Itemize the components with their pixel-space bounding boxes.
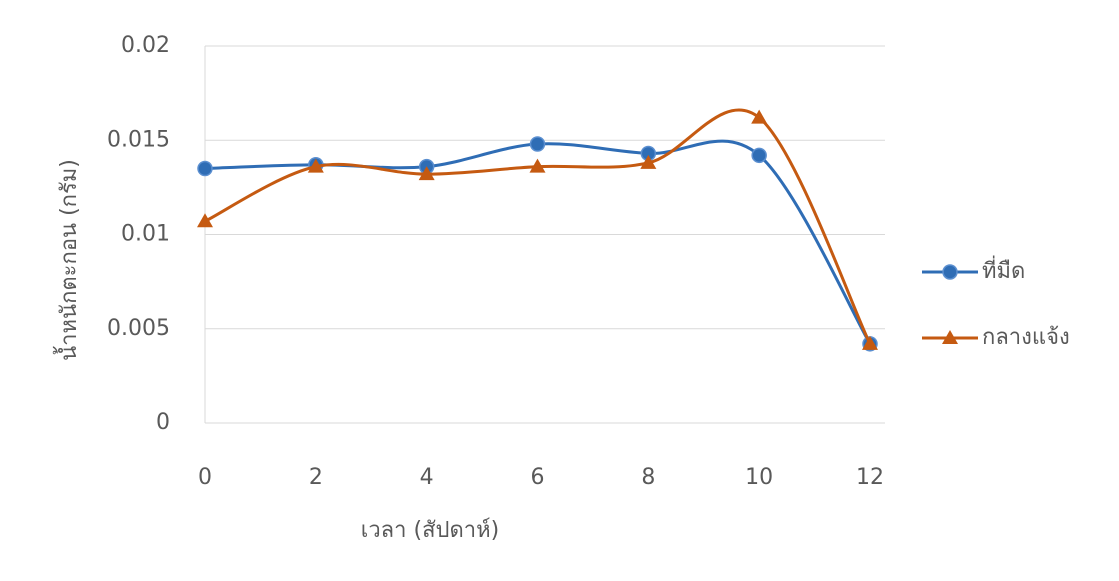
point-marker (751, 147, 767, 164)
x-tick-label: 4 (420, 465, 434, 490)
point-marker (529, 158, 546, 173)
legend-label: ที่มืด (982, 255, 1025, 284)
x-tick-label: 8 (641, 465, 655, 490)
point-marker (197, 160, 213, 177)
point-marker (640, 154, 657, 169)
y-tick-label: 0.01 (121, 222, 170, 247)
point-marker (862, 335, 878, 350)
x-tick-label: 12 (856, 465, 884, 490)
y-tick-label: 0.02 (121, 33, 170, 58)
y-tick-label: 0 (156, 410, 170, 435)
x-axis-title: เวลา (สัปดาห์) (361, 518, 499, 543)
point-marker (197, 213, 213, 228)
x-tick-label: 10 (745, 465, 773, 490)
point-marker (529, 136, 546, 152)
x-tick-label: 0 (198, 465, 212, 490)
point-marker (307, 158, 324, 173)
x-tick-label: 2 (309, 465, 323, 490)
legend-marker (942, 330, 958, 344)
legend-marker (942, 264, 958, 280)
legend-label: กลางแจ้ง (982, 325, 1070, 350)
y-tick-label: 0.015 (107, 127, 170, 152)
x-tick-label: 6 (531, 465, 545, 490)
point-marker (418, 166, 435, 181)
y-axis-title: น้ำหนักตะกอน (กรัม) (53, 159, 82, 361)
point-marker (751, 109, 768, 124)
y-tick-label: 0.005 (107, 316, 170, 341)
